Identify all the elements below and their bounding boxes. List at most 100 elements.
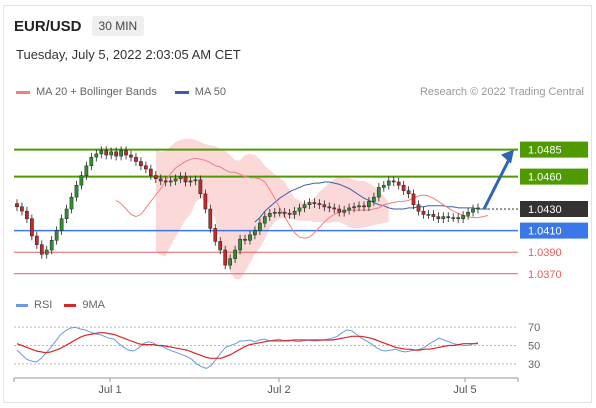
level-tag-1.0485 (520, 141, 588, 158)
legend-rsi-ma-label: 9MA (82, 299, 105, 311)
candle-body-13 (79, 175, 84, 186)
level-tag-1.0460 (520, 168, 588, 185)
candle-body-81 (416, 204, 421, 212)
candle-body-51 (267, 213, 272, 217)
ma50-swatch (174, 90, 189, 94)
candle-body-82 (421, 210, 426, 215)
candle-body-10 (64, 208, 69, 219)
candle-body-92 (471, 208, 475, 213)
candle-body-41 (218, 241, 223, 251)
candle-body-58 (302, 204, 307, 209)
candle-body-75 (386, 180, 391, 186)
candle-body-23 (129, 154, 133, 158)
candle-body-0 (15, 203, 19, 208)
projection-arrow-head (501, 149, 514, 164)
candle-body-24 (134, 156, 138, 162)
candle-body-90 (461, 215, 465, 219)
candle-body-68 (352, 206, 356, 209)
candle-body-20 (114, 151, 118, 157)
candle-body-30 (163, 180, 168, 183)
research-credit: Research © 2022 Trading Central (419, 86, 584, 98)
legend-ma20-label: MA 20 + Bollinger Bands (36, 86, 157, 98)
candle-body-2 (25, 210, 29, 220)
candle-body-57 (297, 207, 302, 212)
candle-body-27 (148, 168, 153, 176)
candle-body-84 (431, 214, 436, 217)
candle-body-22 (124, 150, 128, 156)
candle-body-48 (253, 230, 257, 236)
candle-body-47 (248, 234, 252, 241)
candle-body-9 (59, 218, 64, 231)
candle-body-32 (173, 178, 178, 182)
candle-body-88 (451, 217, 456, 219)
timestamp: Tuesday, July 5, 2022 2:03:05 AM CET (16, 47, 241, 62)
candle-body-54 (282, 211, 287, 214)
candle-body-65 (337, 208, 342, 213)
candle-body-11 (69, 196, 74, 210)
legend-ma20: MA 20 + Bollinger Bands (16, 86, 157, 98)
level-tag-1.0410 (520, 222, 588, 239)
candle-body-55 (287, 213, 292, 215)
chart-header: EUR/USD 30 MIN (14, 16, 145, 36)
timeframe-badge[interactable]: 30 MIN (91, 16, 145, 36)
candle-body-14 (84, 165, 89, 176)
candle-body-29 (158, 178, 163, 182)
legend-rsi: RSI (16, 299, 52, 311)
price-legend: MA 20 + Bollinger Bands MA 50 (16, 86, 244, 98)
candle-body-19 (109, 151, 114, 156)
legend-ma50-label: MA 50 (194, 86, 226, 98)
candle-body-28 (153, 175, 158, 179)
legend-ma50: MA 50 (174, 86, 226, 98)
rsi-tick-50: 50 (528, 341, 540, 353)
candle-body-44 (233, 249, 237, 259)
candle-body-74 (381, 184, 386, 188)
candle-body-36 (193, 179, 198, 182)
projection-arrow-shaft (482, 156, 512, 210)
candle-body-52 (272, 211, 277, 214)
candle-body-86 (441, 216, 446, 220)
candle-body-8 (54, 230, 59, 241)
candle-body-37 (198, 179, 203, 195)
candle-body-34 (183, 176, 188, 183)
candle-body-5 (39, 244, 44, 255)
candle-body-61 (317, 203, 322, 205)
candle-body-70 (362, 205, 366, 208)
candle-body-73 (376, 187, 381, 198)
candle-body-59 (307, 202, 312, 205)
candle-body-53 (277, 211, 282, 214)
legend-rsi-label: RSI (34, 299, 53, 311)
bollinger-band (155, 138, 389, 280)
level-label-1.0370: 1.0370 (528, 269, 562, 281)
candle-body-6 (44, 249, 49, 255)
candle-body-89 (456, 217, 461, 219)
candle-body-91 (466, 211, 470, 216)
level-tag-1.0430 (520, 201, 588, 217)
candle-body-1 (20, 206, 24, 212)
candle-body-77 (396, 181, 401, 186)
candle-body-60 (312, 202, 317, 204)
candle-body-64 (332, 207, 337, 210)
candle-body-43 (228, 258, 232, 266)
ma50-line (254, 181, 488, 223)
level-label-1.0410: 1.0410 (528, 226, 562, 238)
rsi-tick-70: 70 (528, 322, 540, 334)
candle-body-56 (292, 210, 297, 215)
chart-frame (3, 5, 592, 403)
x-tick-label-2: Jul 5 (453, 384, 476, 396)
rsi-legend: RSI 9MA (16, 299, 117, 311)
candle-body-15 (89, 156, 94, 167)
candle-body-71 (367, 201, 371, 208)
rsi-tick-30: 30 (528, 359, 540, 371)
ma20-line (115, 157, 489, 239)
candle-body-35 (188, 180, 193, 183)
candle-body-45 (238, 238, 242, 251)
candle-body-42 (223, 249, 228, 266)
candle-body-46 (243, 238, 247, 241)
x-tick-label-0: Jul 1 (98, 384, 121, 396)
candle-body-83 (426, 214, 431, 216)
candle-body-4 (34, 235, 39, 245)
candle-body-31 (168, 180, 173, 183)
candle-body-66 (342, 209, 347, 213)
candle-body-85 (436, 216, 441, 220)
